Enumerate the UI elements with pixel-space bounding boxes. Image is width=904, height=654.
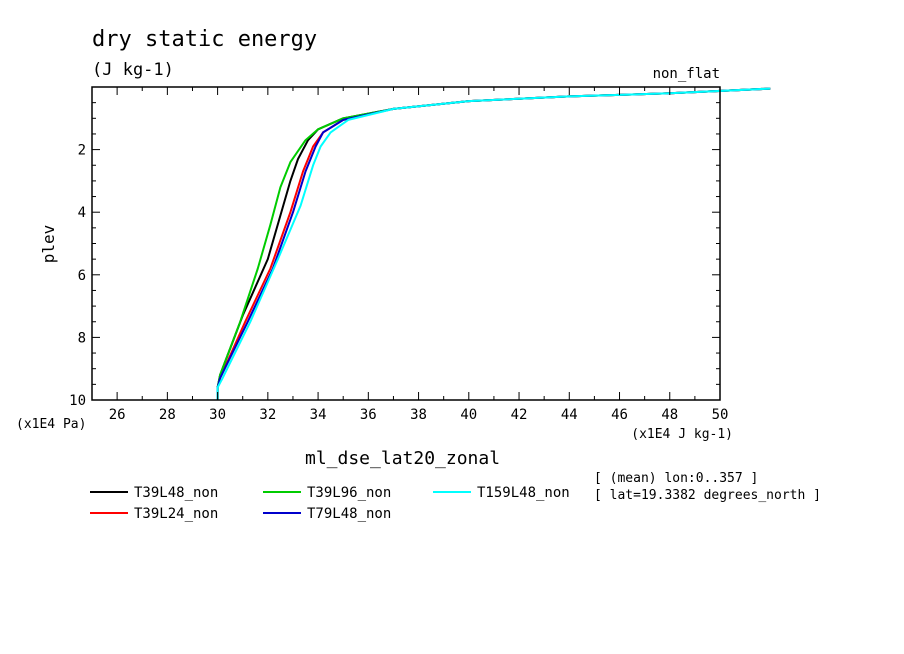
legend-label-3: T79L48_non [307, 506, 391, 522]
series-line-2 [216, 87, 771, 400]
x-tick-label: 26 [109, 407, 126, 423]
y-tick-label: 6 [78, 268, 86, 284]
x-tick-label: 30 [209, 407, 226, 423]
series-layer [216, 87, 771, 400]
x-tick-label: 50 [712, 407, 729, 423]
series-line-1 [216, 87, 771, 400]
x-tick-label: 40 [460, 407, 477, 423]
series-line-0 [216, 87, 771, 400]
y-unit-label: (x1E4 Pa) [16, 417, 86, 432]
legend-label-2: T39L96_non [307, 485, 391, 501]
legend-label-0: T39L48_non [134, 485, 218, 501]
legend: T39L48_non T39L24_non T39L96_non T79L48_non… [90, 485, 570, 522]
corner-label: non_flat [653, 66, 720, 82]
x-tick-label: 38 [410, 407, 427, 423]
y-tick-label: 2 [78, 143, 86, 159]
x-axis-label: ml_dse_lat20_zonal [305, 448, 500, 469]
x-tick-label: 28 [159, 407, 176, 423]
info-line-2: [ lat=19.3382 degrees_north ] [594, 488, 821, 503]
x-tick-label: 46 [611, 407, 628, 423]
x-unit-label: (x1E4 J kg-1) [631, 427, 733, 442]
legend-label-1: T39L24_non [134, 506, 218, 522]
chart-title: dry static energy [92, 27, 317, 52]
y-tick-label: 8 [78, 330, 86, 346]
x-tick-label: 42 [511, 407, 528, 423]
x-tick-label: 34 [310, 407, 327, 423]
x-tick-label: 44 [561, 407, 578, 423]
y-tick-label: 4 [78, 205, 86, 221]
plot-frame [91, 86, 721, 401]
y-axis-label: plev [39, 225, 58, 264]
legend-label-4: T159L48_non [477, 485, 570, 501]
series-line-3 [216, 87, 771, 400]
x-tick-label: 32 [259, 407, 276, 423]
x-tick-label: 48 [661, 407, 678, 423]
x-tick-label: 36 [360, 407, 377, 423]
info-line-1: [ (mean) lon:0..357 ] [594, 471, 758, 486]
chart-units: (J kg-1) [92, 60, 174, 80]
y-tick-label: 10 [69, 393, 86, 409]
series-line-4 [216, 87, 771, 400]
